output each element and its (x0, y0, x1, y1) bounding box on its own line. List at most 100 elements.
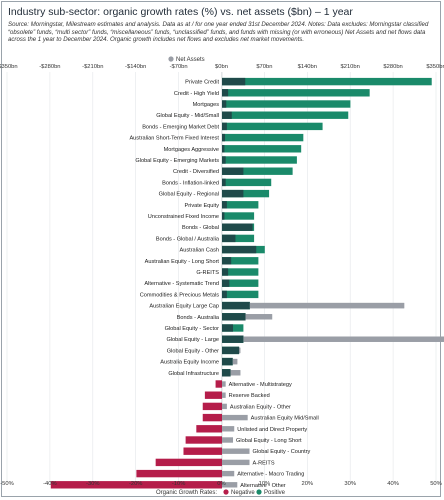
bottom-axis-tick: -20% (129, 481, 143, 487)
growth-bar (222, 201, 259, 209)
net-assets-bar (222, 470, 235, 477)
growth-bar (222, 77, 432, 86)
category-label: Bonds - Emerging Market Debt (142, 124, 219, 130)
category-label: Unconstrained Fixed Income (148, 214, 219, 220)
category-label: Australian Equity Mid/Small (251, 416, 319, 422)
category-label: Alternative - Other (240, 483, 286, 489)
top-axis-tick: $140bn (298, 64, 317, 70)
top-axis-tick: -$210bn (82, 64, 103, 70)
growth-bar (202, 402, 222, 411)
growth-bar (222, 178, 272, 187)
overlap-bar (222, 77, 246, 86)
category-label: A-REITS (253, 460, 275, 466)
chart-title: Industry sub-sector: organic growth rate… (8, 6, 353, 18)
overlap-bar (222, 335, 244, 343)
overlap-bar (222, 133, 226, 142)
overlap-bar (222, 301, 250, 310)
growth-bar (222, 111, 349, 119)
growth-bar (204, 391, 222, 399)
top-axis-tick: $350bn (426, 64, 444, 70)
legend-net-assets-label: Net Assets (176, 57, 205, 63)
category-label: Global Equity - Long Short (236, 438, 302, 444)
category-label: Bonds - Australia (177, 315, 220, 321)
category-label: Mortgages Aggressive (164, 147, 219, 153)
overlap-bar (222, 145, 225, 153)
category-label: Mortgages (193, 102, 220, 108)
overlap-bar (222, 201, 227, 209)
net-assets-bar (222, 426, 235, 432)
net-assets-excess-bar (230, 370, 241, 376)
overlap-bar (222, 245, 257, 254)
overlap-bar (222, 111, 232, 119)
category-label: Australian Equity - Long Short (145, 259, 220, 265)
growth-bar (222, 89, 370, 97)
net-assets-bar (222, 448, 250, 454)
overlap-bar (222, 279, 230, 287)
net-assets-bar (222, 381, 226, 387)
category-label: Australian Cash (180, 248, 220, 254)
growth-bar (222, 234, 255, 243)
growth-bar (185, 436, 222, 444)
growth-bar (202, 413, 222, 422)
net-assets-bar (222, 414, 248, 421)
legend-negative-label: Negative (231, 490, 255, 496)
category-label: Credit - High Yield (174, 91, 219, 97)
category-label: Bonds - Inflation-linked (162, 180, 219, 186)
growth-bar (222, 212, 255, 220)
overlap-bar (222, 122, 227, 131)
category-label: Reserve Backed (229, 393, 270, 399)
growth-bar (183, 447, 222, 455)
bottom-axis-tick: 50% (430, 481, 442, 487)
top-axis-tick: $0bn (215, 64, 228, 70)
net-assets-excess-bar (239, 347, 241, 354)
category-label: Australian Short-Term Fixed Interest (129, 136, 219, 142)
growth-bar (222, 100, 351, 108)
category-label: Private Credit (185, 80, 219, 86)
top-axis-tick: $280bn (383, 64, 402, 70)
category-label: Global Equity - Country (253, 449, 311, 455)
chart-source-note: Source: Morningstar, Milestream estimate… (8, 21, 429, 44)
overlap-bar (222, 313, 246, 321)
legend-net-assets-dot (168, 56, 174, 62)
overlap-bar (222, 290, 227, 299)
bottom-axis-tick: -40% (43, 481, 57, 487)
category-label: Australia Equity Income (160, 360, 219, 366)
category-label: Global Infrastructure (168, 371, 219, 377)
top-axis-tick: -$70bn (170, 64, 188, 70)
category-label: Global Equity - Other (167, 348, 219, 354)
overlap-bar (222, 324, 234, 332)
category-label: Unlisted and Direct Property (237, 427, 307, 433)
net-assets-bar (222, 459, 250, 466)
top-axis-tick: -$140bn (125, 64, 146, 70)
category-label: Credit - Diversified (173, 169, 219, 175)
overlap-bar (222, 189, 244, 198)
overlap-bar (222, 223, 253, 231)
overlap-bar (222, 369, 231, 377)
category-label: Bonds - Global / Australia (156, 236, 220, 242)
growth-bar (222, 279, 259, 287)
bottom-axis-tick: 30% (344, 481, 356, 487)
top-axis-tick: -$280bn (39, 64, 60, 70)
net-assets-excess-bar (245, 314, 273, 320)
legend-positive-label: Positive (264, 490, 286, 496)
overlap-bar (222, 234, 236, 243)
net-assets-bar (222, 392, 226, 398)
legend-negative-dot (223, 489, 229, 495)
bottom-axis-tick: -10% (172, 481, 186, 487)
legend-growth-title: Organic Growth Rates: (156, 490, 217, 496)
category-label: Alternative - Macro Trading (237, 472, 304, 478)
growth-bar (50, 481, 222, 489)
net-assets-excess-bar (249, 302, 405, 309)
net-assets-bar (222, 403, 227, 410)
overlap-bar (222, 100, 227, 108)
net-assets-excess-bar (232, 358, 238, 365)
growth-bar (222, 290, 259, 299)
overlap-bar (222, 346, 240, 355)
category-label: Commodities & Precious Metals (140, 292, 219, 298)
category-label: Global Equity - Large (166, 337, 219, 343)
growth-bar (136, 469, 222, 478)
overlap-bar (222, 357, 233, 366)
category-label: Australian Equity - Other (230, 404, 291, 410)
overlap-bar (222, 212, 225, 220)
growth-bar (155, 458, 222, 467)
